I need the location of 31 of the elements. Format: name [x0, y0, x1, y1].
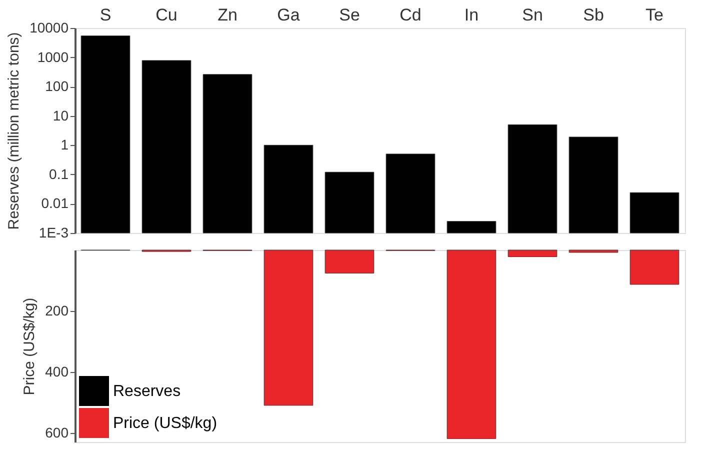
legend-label: Reserves [113, 383, 181, 400]
x-tick-label: In [464, 6, 479, 24]
y-tick-label: 1E-3 [38, 224, 69, 240]
y-tick-label: 400 [45, 363, 69, 380]
x-tick-label: Zn [218, 6, 238, 24]
y-tick-label: 1 [60, 136, 69, 153]
legend-label: Price (US$/kg) [113, 415, 218, 432]
bar [630, 250, 680, 285]
y-axis-title: Reserves (million metric tons) [6, 32, 23, 230]
y-tick-label: 1000 [37, 48, 69, 65]
x-tick-label: Te [646, 6, 664, 24]
y-tick-label: 200 [45, 302, 69, 318]
y-tick-label: 10000 [30, 20, 69, 36]
x-tick-label: Ga [277, 6, 300, 24]
x-tick-label: Se [339, 6, 360, 24]
y-axis-title: Price (US$/kg) [21, 298, 38, 396]
y-tick-label: 600 [45, 424, 69, 440]
y-tick-label: 10 [52, 107, 69, 124]
y-tick-label: 0.1 [49, 166, 69, 182]
x-tick-label: Cu [156, 6, 178, 24]
bar [446, 250, 496, 439]
y-tick-label: 0.01 [41, 195, 69, 212]
bar [508, 250, 558, 257]
x-tick-label: Cd [400, 6, 422, 24]
bar [264, 250, 314, 406]
x-tick-label: Sn [522, 6, 543, 24]
x-tick-label: S [100, 6, 112, 24]
x-tick-label: Sb [583, 6, 604, 24]
bar [324, 250, 374, 274]
bar [568, 250, 618, 253]
y-tick-label: 100 [45, 78, 69, 94]
